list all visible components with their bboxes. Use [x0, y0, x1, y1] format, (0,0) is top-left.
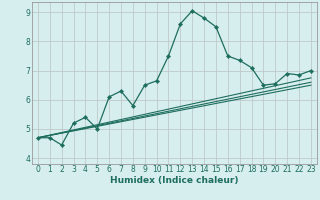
X-axis label: Humidex (Indice chaleur): Humidex (Indice chaleur): [110, 176, 239, 185]
